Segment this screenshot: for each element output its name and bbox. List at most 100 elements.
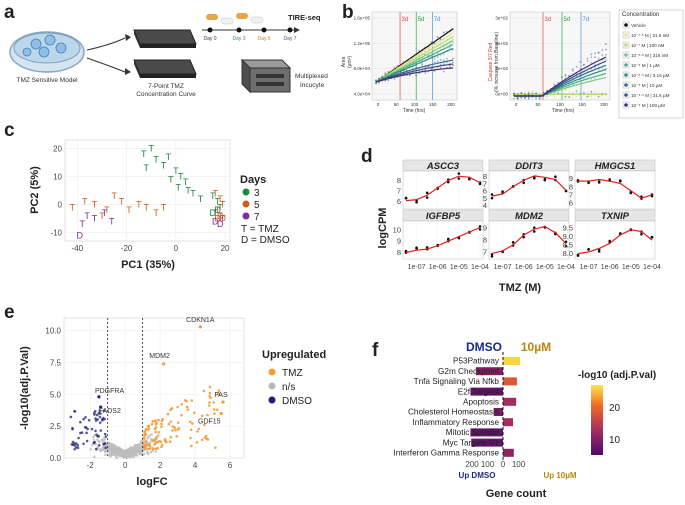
- measurement-point: [520, 92, 523, 94]
- pathway-label: Interferon Gamma Response: [393, 449, 499, 458]
- pca-point: T: [176, 183, 182, 193]
- volcano-point-dmso: [93, 409, 97, 413]
- expression-point: [457, 172, 461, 175]
- volcano-point-tmz: [167, 422, 171, 426]
- measurement-point: [594, 56, 596, 58]
- pathway-bar: [475, 367, 503, 376]
- x-tick-label: 200: [465, 460, 479, 469]
- pca-point: T: [119, 197, 125, 207]
- expression-point: [543, 178, 547, 182]
- measurement-point: [378, 77, 380, 80]
- y-tick-label: 0e+00: [495, 92, 508, 97]
- pathway-label: E2f Targets: [458, 387, 499, 396]
- up-tmz-label: Up 10µM: [543, 471, 576, 480]
- panel-b-label: b: [342, 2, 354, 23]
- measurement-point: [546, 93, 549, 96]
- x-tick-label: 1e-06: [601, 264, 619, 271]
- measurement-point: [535, 90, 537, 93]
- measurement-point: [415, 68, 417, 71]
- measurement-point: [424, 72, 427, 74]
- x-tick-label: 0: [515, 102, 518, 107]
- volcano-point-dmso: [71, 440, 75, 444]
- volcano-point-tmz: [166, 412, 170, 416]
- legend-swatch-dot: [624, 33, 628, 37]
- volcano-point-tmz: [215, 408, 219, 412]
- volcano-point-ns: [140, 447, 144, 451]
- volcano-point-ns: [126, 452, 130, 455]
- volcano-point-ns: [123, 449, 126, 453]
- measurement-point: [583, 63, 585, 66]
- volcano-point-tmz: [143, 437, 146, 440]
- measurement-point: [590, 95, 593, 97]
- expression-point: [554, 175, 557, 179]
- expression-ylabel: logCPM: [377, 208, 389, 249]
- measurement-point: [583, 77, 585, 80]
- x-tick-label: 1e-04: [557, 264, 575, 271]
- volcano-point-dmso: [104, 435, 108, 438]
- x-tick-label: -2: [87, 461, 95, 470]
- volcano-point-tmz: [169, 435, 173, 439]
- x-tick-label: 0: [174, 244, 179, 253]
- measurement-point: [564, 96, 567, 98]
- y-tick-label: 2e+02: [495, 41, 508, 46]
- volcano-point-tmz: [168, 440, 172, 444]
- measurement-point: [408, 74, 411, 77]
- measurement-point: [553, 83, 556, 86]
- labeled-point: [162, 362, 166, 366]
- timeline-dot: [287, 27, 293, 33]
- measurement-point: [513, 90, 515, 93]
- measurement-point: [594, 90, 596, 93]
- pca-point: D: [219, 214, 226, 224]
- measurement-point: [513, 93, 515, 96]
- pca-point: D: [212, 216, 219, 226]
- measurement-point: [542, 91, 545, 94]
- volcano-point-tmz: [154, 436, 158, 440]
- gene-name: DDIT3: [515, 161, 543, 172]
- y-tick-label: 9: [569, 174, 573, 183]
- pca-point: T: [144, 202, 150, 212]
- volcano-point-ns: [108, 450, 112, 454]
- volcano-point-dmso: [98, 415, 102, 419]
- measurement-point: [381, 76, 384, 79]
- volcano-point-tmz: [157, 439, 161, 443]
- pathway-label: P53Pathway: [453, 357, 500, 366]
- volcano-point-ns: [129, 450, 132, 454]
- legend-day7-dot: [242, 212, 250, 220]
- volcano-point-dmso: [77, 436, 80, 440]
- measurement-point: [436, 36, 439, 39]
- measurement-point: [531, 90, 534, 93]
- volcano-point-tmz: [200, 438, 204, 442]
- pca-point: T: [79, 219, 85, 229]
- day-marker-label: 5d: [564, 17, 571, 23]
- measurement-point: [393, 78, 396, 80]
- pca-point: T: [153, 208, 159, 218]
- volcano-point-ns: [136, 443, 140, 446]
- volcano-point-ns: [146, 435, 150, 439]
- x-tick-label: 0: [501, 460, 506, 469]
- measurement-point: [535, 96, 537, 99]
- volcano-plot: -2 0 2 4 6 10.0 7.5 5.0 2.5 0.0 CDKN1A MDM2 PDGFRA FA…: [45, 317, 244, 470]
- volcano-point-tmz: [191, 422, 194, 425]
- measurement-point: [452, 30, 454, 33]
- timeline-dot: [236, 27, 242, 33]
- measurement-point: [381, 76, 384, 79]
- pathway-bar: [493, 408, 503, 416]
- measurement-point: [597, 95, 600, 98]
- x-tick-label: 1e-07: [408, 264, 426, 271]
- measurement-point: [524, 96, 526, 99]
- expression-point: [468, 177, 471, 181]
- volcano-point-ns: [142, 452, 146, 456]
- volcano-point-ns: [128, 455, 132, 459]
- measurement-point: [449, 35, 451, 38]
- volcano-point-dmso: [99, 429, 103, 432]
- day-marker-label: 3d: [545, 17, 552, 23]
- fit-curve: [577, 229, 653, 255]
- x-tick-label: 6: [228, 461, 233, 470]
- volcano-point-ns: [114, 451, 117, 455]
- y-tick-label: 0: [58, 201, 63, 210]
- volcano-point-ns: [134, 444, 138, 448]
- y-tick-label: 7: [569, 190, 573, 199]
- volcano-point-dmso: [98, 409, 102, 413]
- volcano-point-tmz: [195, 440, 199, 444]
